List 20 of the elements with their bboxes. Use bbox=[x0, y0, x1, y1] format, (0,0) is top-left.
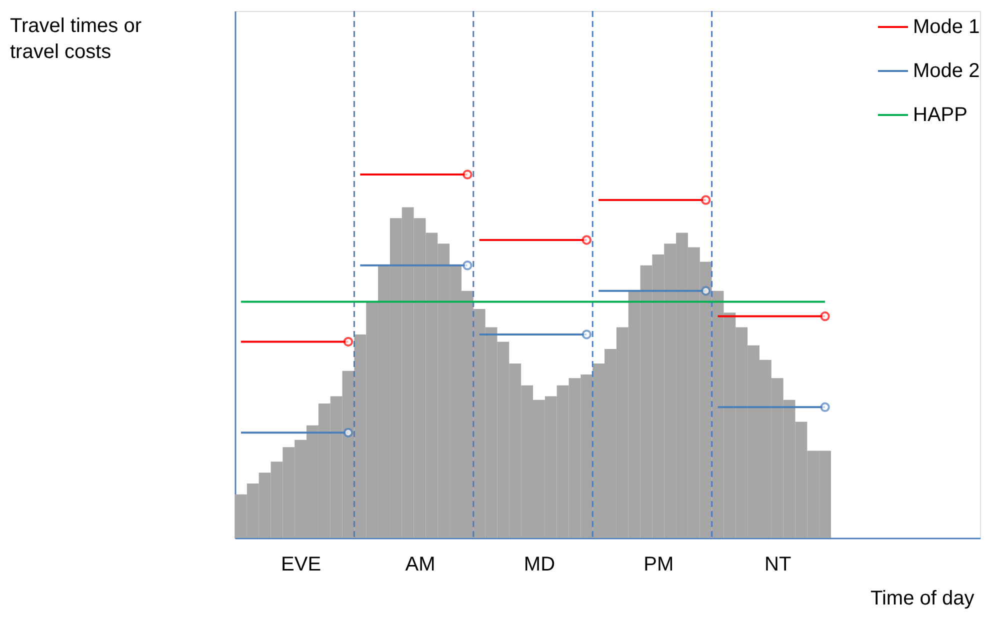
x-tick-label: NT bbox=[764, 554, 792, 576]
point bbox=[700, 286, 711, 296]
point bbox=[462, 260, 472, 270]
x-tick-label: MD bbox=[524, 554, 556, 576]
point bbox=[462, 170, 472, 180]
point bbox=[343, 336, 354, 347]
point bbox=[343, 428, 354, 438]
point bbox=[582, 330, 592, 340]
x-axis-title: Time of day bbox=[870, 588, 974, 610]
legend-label: HAPP bbox=[913, 104, 968, 126]
point bbox=[700, 195, 711, 205]
legend-label: Mode 2 bbox=[913, 60, 980, 82]
text: Travel times or travel costs bbox=[10, 15, 142, 63]
legend-label: Mode 1 bbox=[913, 16, 980, 38]
x-tick-label: PM bbox=[644, 554, 674, 576]
point bbox=[582, 235, 592, 245]
point bbox=[820, 402, 830, 412]
point bbox=[820, 311, 830, 322]
x-tick-label: AM bbox=[405, 554, 436, 576]
x-tick-label: EVE bbox=[281, 554, 322, 576]
